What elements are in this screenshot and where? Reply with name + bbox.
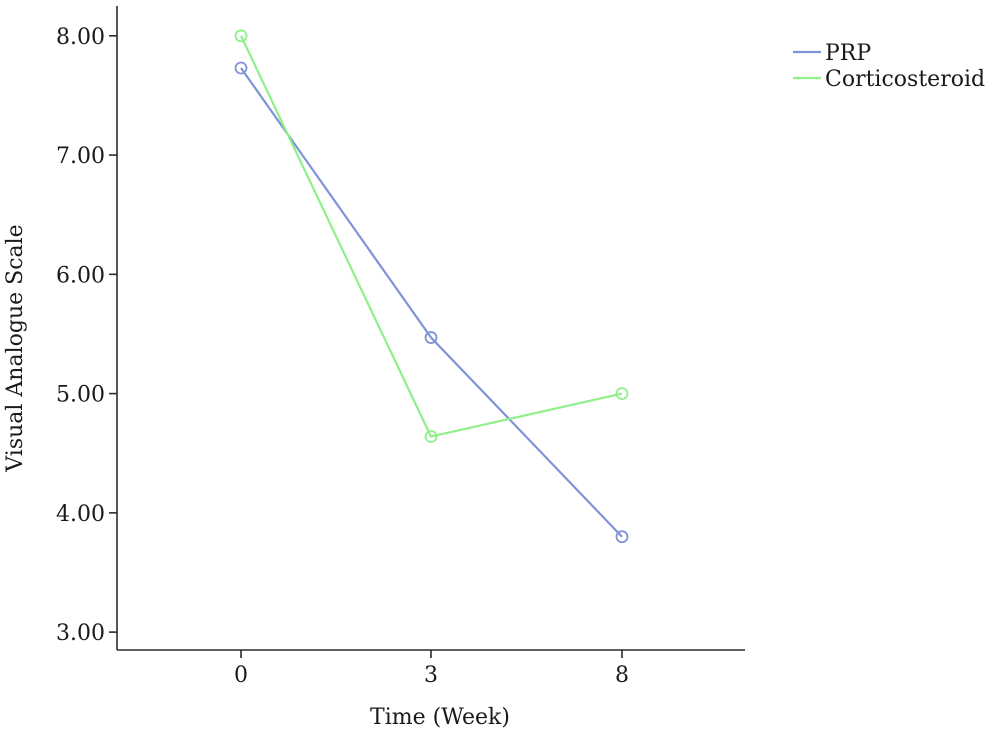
series-layer [234,29,629,544]
y-tick-label: 7.00 [56,144,105,169]
plot-area: 3.00 4.00 5.00 6.00 7.00 8.00 0 3 8 [56,6,745,688]
y-tick-label: 8.00 [56,25,105,50]
data-point-prp-8 [615,530,629,544]
series-line-prp [240,67,623,538]
y-tick-label: 3.00 [56,621,105,646]
series-line-corticosteroid [240,35,623,438]
x-tick-label: 8 [615,663,629,688]
x-tick-label: 3 [424,663,438,688]
data-point-prp-0 [234,61,248,75]
data-point-corticosteroid-3 [424,430,438,443]
legend-label-prp: PRP [825,41,871,66]
y-axis-ticks: 3.00 4.00 5.00 6.00 7.00 8.00 [56,25,117,646]
y-tick-label: 6.00 [56,263,105,288]
y-tick-label: 4.00 [56,502,105,527]
data-point-prp-3 [424,331,438,344]
y-tick-label: 5.00 [56,383,105,408]
x-axis-ticks: 0 3 8 [234,650,629,688]
y-axis-title: Visual Analogue Scale [3,224,28,472]
x-axis-title: Time (Week) [370,705,510,730]
data-point-corticosteroid-0 [234,29,248,43]
x-tick-label: 0 [234,663,248,688]
data-point-corticosteroid-8 [615,387,629,400]
legend-label-corticosteroid: Corticosteroid [825,67,985,92]
